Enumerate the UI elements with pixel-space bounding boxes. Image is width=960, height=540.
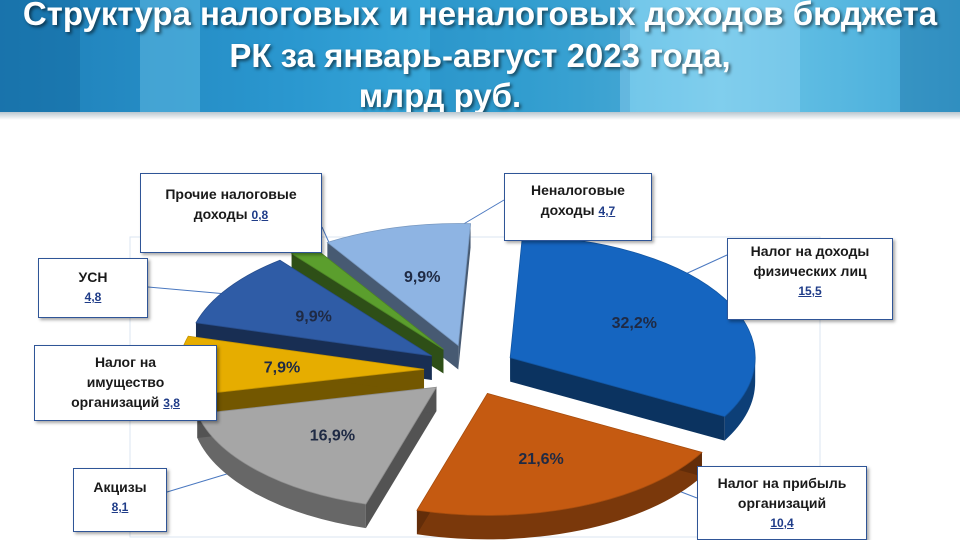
callout-property-tax-line1: Налог на [94, 354, 157, 370]
banner-stripe [900, 0, 960, 112]
pie-slices [178, 223, 756, 540]
slice-top-non-tax [326, 223, 471, 347]
callout-property-tax-line3: организаций [71, 394, 160, 410]
callout-other-tax: Прочие налоговые доходы 0,8 [140, 173, 322, 253]
callout-profit-tax-value: 10,4 [770, 516, 794, 530]
banner-stripe [430, 0, 630, 112]
page-title-line-1: Структура налоговых и неналоговых доходо… [22, 0, 938, 32]
percent-label-non-tax: 9,9% [404, 269, 440, 286]
callout-non-tax-value: 4,7 [598, 204, 616, 218]
callout-ndfl-value: 15,5 [798, 284, 822, 298]
callout-ndfl-line1: Налог на доходы [750, 243, 870, 259]
slice-top-usn [195, 259, 432, 357]
slice-top-excise [196, 386, 438, 505]
callout-usn-line1: УСН [78, 269, 108, 285]
percent-label-usn: 9,9% [295, 309, 331, 326]
percent-label-profit-tax: 21,6% [518, 451, 563, 468]
slice-wall-ndfl [510, 357, 725, 441]
slice-top-ndfl [509, 235, 756, 418]
slice-profit-tax [416, 392, 703, 540]
slice-side-ndfl [724, 357, 756, 441]
callout-excise-line1: Акцизы [93, 479, 147, 495]
percent-label-property-tax: 7,9% [264, 359, 300, 376]
callout-property-tax-value: 3,8 [163, 396, 180, 410]
title-banner: Структура налоговых и неналоговых доходо… [0, 0, 960, 112]
slice-excise [196, 386, 438, 529]
callout-ndfl-line2: физических лиц [753, 263, 867, 279]
slice-top-profit-tax [416, 392, 703, 516]
page-title-line-3: млрд руб. [358, 77, 522, 112]
callout-other-tax-line2: доходы [193, 206, 248, 222]
banner-shadow [0, 112, 960, 120]
percent-labels: 9,9%1,6%9,9%32,2%7,9%16,9%21,6% [264, 201, 657, 468]
callout-excise: Акцизы 8,1 [73, 468, 167, 532]
callout-profit-tax-line1: Налог на прибыль [717, 475, 847, 491]
callout-property-tax: Налог на имущество организаций 3,8 [34, 345, 217, 421]
callout-non-tax-line2: доходы [540, 202, 595, 218]
callout-non-tax-line1: Неналоговые [531, 182, 625, 198]
banner-stripe [140, 0, 200, 112]
callout-usn-value: 4,8 [84, 290, 102, 304]
slice-ndfl [509, 235, 756, 441]
slice-wall-non-tax [458, 223, 471, 370]
callout-property-tax-line2: имущество [86, 374, 165, 390]
slice-side-profit-tax [416, 452, 702, 540]
callout-profit-tax-line2: организаций [737, 495, 827, 511]
callout-other-tax-line1: Прочие налоговые [165, 186, 297, 202]
callout-non-tax: Неналоговые доходы 4,7 [504, 173, 652, 241]
callout-other-tax-value: 0,8 [251, 208, 269, 222]
callout-ndfl: Налог на доходы физических лиц 15,5 [727, 238, 893, 320]
slice-side-excise [197, 413, 366, 529]
callout-excise-value: 8,1 [111, 500, 129, 514]
banner-stripe [0, 0, 80, 112]
pie-chart: 9,9%1,6%9,9%32,2%7,9%16,9%21,6% [129, 199, 821, 540]
percent-label-ndfl: 32,2% [612, 315, 657, 332]
percent-label-excise: 16,9% [310, 427, 355, 444]
callout-profit-tax: Налог на прибыль организаций 10,4 [697, 466, 867, 540]
slice-wall-excise [365, 387, 437, 529]
page-title-line-2: РК за январь-август 2023 года, [229, 37, 731, 74]
callout-usn: УСН 4,8 [38, 258, 148, 318]
banner-stripe [620, 0, 800, 112]
